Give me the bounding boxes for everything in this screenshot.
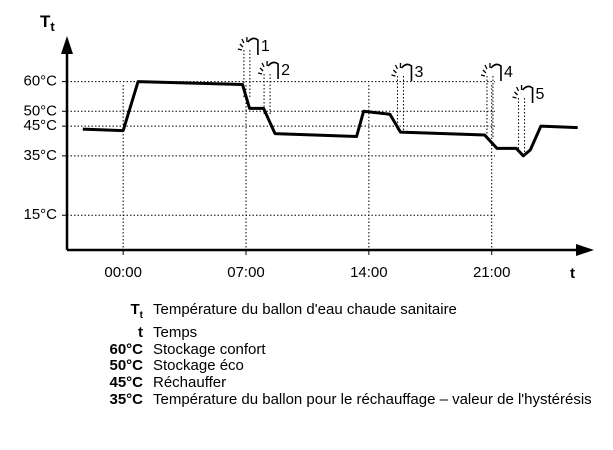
- legend-symbol-text: 50°C: [109, 357, 143, 375]
- x-axis-title: t: [570, 265, 575, 282]
- legend-text: Stockage éco: [153, 357, 244, 375]
- legend-row: 45°C Réchauffer: [0, 374, 613, 392]
- x-tick-label: 21:00: [473, 264, 511, 281]
- tap-head: [267, 61, 279, 79]
- x-tick-label: 00:00: [104, 264, 142, 281]
- tap-icon: 2: [257, 61, 290, 115]
- tap-head: [490, 63, 502, 81]
- legend-symbol: 60°C: [0, 340, 153, 359]
- legend-symbol-text: 35°C: [109, 390, 143, 408]
- chart: Tt t 60°C 50°C45°C 35°C 15°C 00:00 07:00 14:00…: [23, 12, 594, 282]
- y-axis-title: Tt: [40, 12, 55, 34]
- annotation-label: 1: [261, 38, 270, 55]
- annotation-label: 4: [504, 64, 513, 81]
- tap-spray: [257, 61, 268, 75]
- x-tick-label: 14:00: [350, 264, 388, 281]
- legend-row: t Temps: [0, 323, 613, 342]
- tap-head: [400, 63, 413, 81]
- legend-symbol-text: 60°C: [109, 340, 143, 358]
- legend-symbol-text: T: [130, 301, 140, 318]
- legend-text: Température du ballon d'eau chaude sanit…: [153, 301, 457, 318]
- legend-symbol: 50°C: [0, 357, 153, 375]
- y-axis-arrow: [61, 36, 73, 54]
- tap-spray: [512, 85, 523, 99]
- temperature-line: [82, 80, 578, 158]
- y-tick-label: 60°C: [23, 73, 57, 90]
- legend-symbol: t: [0, 323, 153, 342]
- tap-spray: [391, 63, 402, 77]
- legend-symbol-text: 45°C: [109, 374, 143, 392]
- legend-text: Température du ballon pour le réchauffag…: [153, 390, 592, 408]
- y-tick-label: 45°C: [23, 117, 57, 134]
- tap-spray: [237, 37, 248, 51]
- legend: Tt Température du ballon d'eau chaude san…: [0, 301, 613, 409]
- legend-subscript: t: [139, 310, 143, 321]
- annotation-label: 5: [536, 86, 545, 103]
- tap-head: [247, 37, 259, 55]
- annotation-label: 3: [414, 64, 423, 81]
- annotation-label: 2: [281, 62, 290, 79]
- tap-icon: 4: [480, 63, 513, 139]
- legend-text: Stockage confort: [153, 340, 266, 358]
- legend-row: 50°C Stockage éco: [0, 357, 613, 375]
- legend-row: Tt Température du ballon d'eau chaude san…: [0, 301, 613, 325]
- x-tick-label: 07:00: [227, 264, 265, 281]
- legend-row: 35°C Température du ballon pour le réchau…: [0, 390, 613, 409]
- tap-head: [521, 85, 534, 103]
- y-tick-label: 35°C: [23, 147, 57, 164]
- tap-icon: 1: [237, 37, 270, 98]
- legend-symbol: Tt: [0, 301, 153, 325]
- legend-text: Temps: [153, 323, 198, 341]
- y-tick-label: 50°C: [23, 102, 57, 119]
- legend-symbol: 45°C: [0, 374, 153, 392]
- legend-symbol: 35°C: [0, 390, 153, 409]
- legend-row: 60°C Stockage confort: [0, 340, 613, 359]
- y-tick-label: 15°C: [23, 206, 57, 223]
- legend-symbol-text: t: [138, 323, 143, 341]
- legend-text: Réchauffer: [153, 374, 227, 392]
- tap-icon: 3: [391, 63, 423, 131]
- tap-icon: 5: [512, 85, 545, 152]
- x-axis-arrow: [576, 244, 594, 256]
- tap-spray: [480, 63, 491, 77]
